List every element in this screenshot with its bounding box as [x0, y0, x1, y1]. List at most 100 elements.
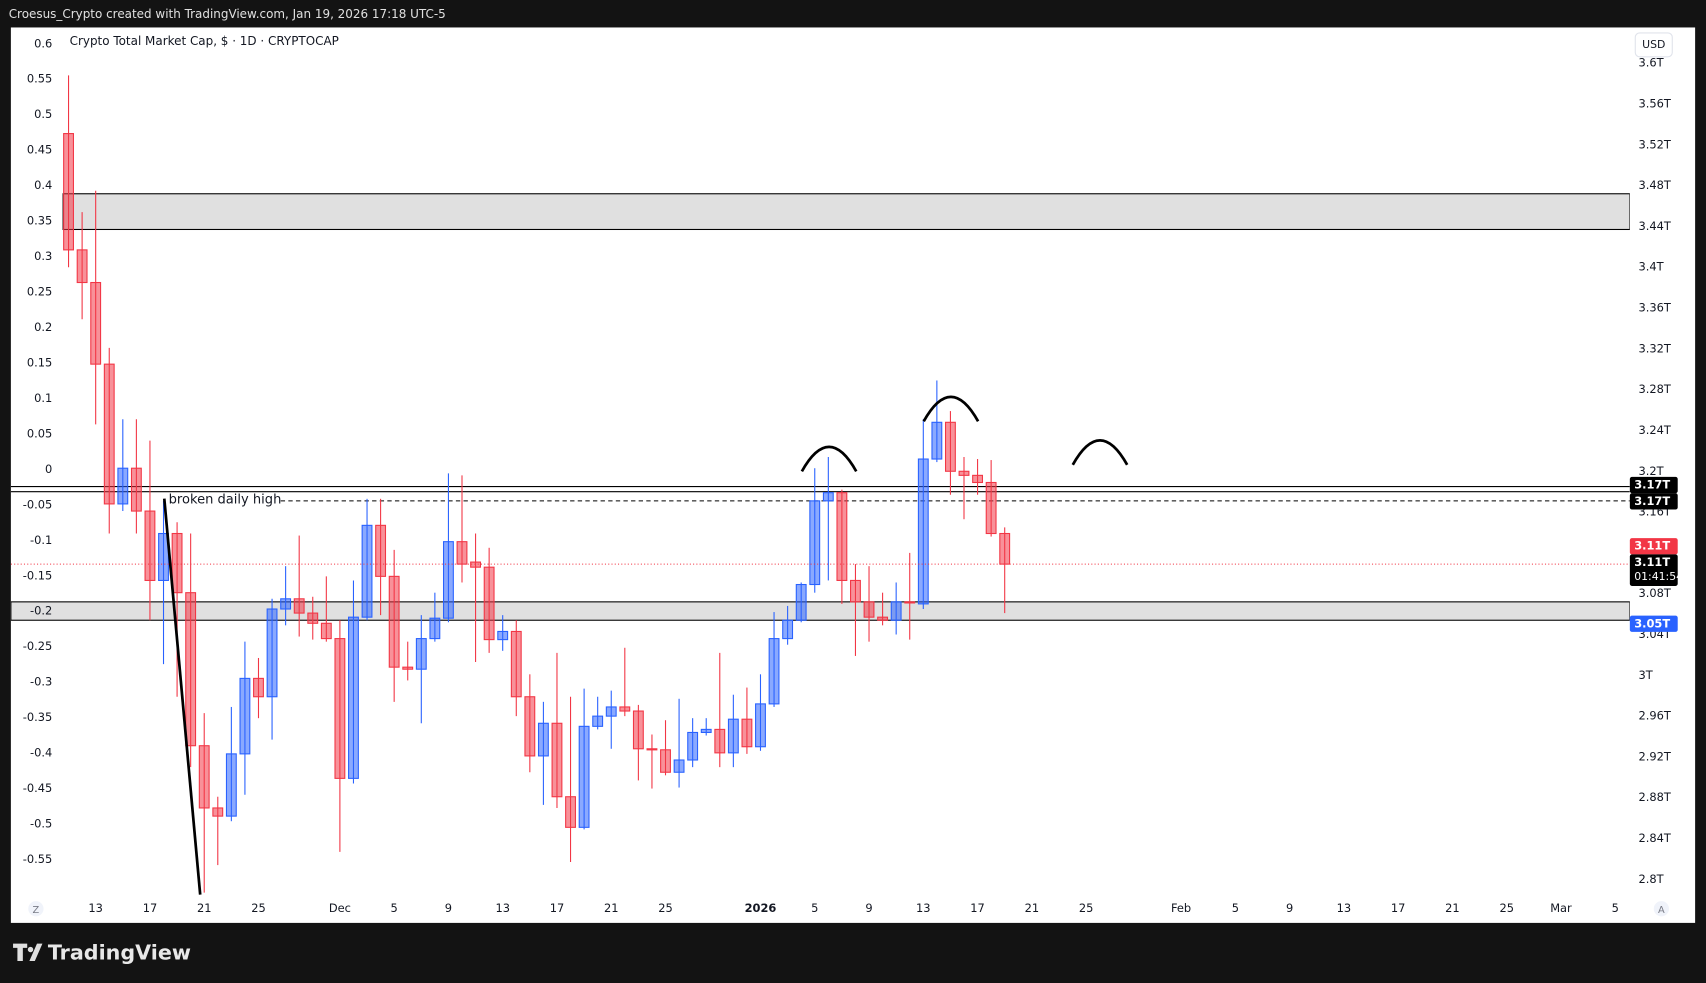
x-tick-label: 17 [550, 901, 565, 915]
candle-body [293, 598, 305, 614]
candle-body [117, 467, 129, 505]
axis-button[interactable] [1653, 901, 1670, 917]
price-label-box [1629, 538, 1678, 555]
price-label: 3.05T [1634, 616, 1670, 630]
y2-tick-label: 0.45 [27, 143, 52, 157]
axis-button-label[interactable]: A [1658, 905, 1665, 916]
candle-body [497, 630, 509, 641]
y-tick-label: 2.96T [1639, 709, 1671, 723]
candle-body [822, 492, 834, 502]
y-tick-label: 3.44T [1639, 219, 1671, 233]
y2-tick-label: 0 [45, 462, 52, 476]
candle-body [456, 541, 468, 565]
x-tick-label: 9 [865, 901, 872, 915]
candle-body [361, 524, 373, 618]
currency-box[interactable] [1634, 32, 1673, 58]
x-tick-label: 5 [391, 901, 398, 915]
candle-body [63, 133, 74, 251]
y-tick-label: 2.88T [1639, 790, 1671, 804]
candle-body [415, 638, 427, 670]
candle-body [334, 638, 346, 779]
y-tick-label: 3.6T [1639, 56, 1664, 70]
y2-tick-label: 0.3 [34, 249, 52, 263]
x-tick-label: 21 [1025, 901, 1040, 915]
currency[interactable]: USD [1642, 38, 1665, 51]
x-tick-label: 13 [1337, 901, 1352, 915]
candle-body [470, 561, 482, 568]
candle-body [755, 703, 766, 748]
x-tick-label: 9 [1286, 901, 1293, 915]
candle-body [90, 281, 102, 365]
candle-body [551, 722, 563, 798]
candle-body [809, 500, 821, 586]
price-label: 3.17T [1634, 478, 1670, 492]
candle-body [958, 470, 970, 476]
arc-drawing [800, 445, 858, 473]
price-label: 3.11T [1634, 555, 1670, 569]
candle-body [714, 728, 726, 754]
candle-body [578, 725, 590, 828]
x-tick-label: Dec [329, 901, 351, 915]
y2-tick-label: -0.1 [30, 533, 52, 547]
y-tick-label: 3.28T [1639, 382, 1671, 396]
candle-body [660, 749, 671, 773]
y2-tick-label: -0.05 [23, 497, 53, 511]
candle-body [673, 759, 685, 773]
price-label-box [1629, 615, 1678, 632]
x-tick-label: 21 [1445, 901, 1460, 915]
y2-tick-label: 0.35 [27, 214, 52, 228]
candle-body [850, 579, 861, 603]
y2-tick-label: -0.35 [23, 710, 53, 724]
level-label: broken daily high [169, 492, 282, 507]
candle-body [727, 718, 739, 754]
candle-body [76, 249, 88, 284]
y-tick-label: 3.08T [1639, 586, 1671, 600]
header-text: Croesus_Crypto created with TradingView.… [9, 7, 446, 21]
chart-area [10, 27, 1696, 923]
y2-tick-label: -0.55 [23, 852, 53, 866]
candle-body [700, 728, 712, 733]
candle-body [483, 566, 495, 641]
candle-body [605, 706, 617, 717]
x-tick-label: 2026 [745, 901, 777, 915]
candle-body [985, 481, 997, 535]
candle-body [239, 677, 251, 755]
y-tick-label: 2.8T [1639, 872, 1664, 886]
candle-body [917, 458, 929, 605]
axis-button[interactable] [28, 901, 44, 917]
plot: broken daily high [10, 75, 1630, 893]
y-tick-label: 3.32T [1639, 341, 1671, 355]
x-tick-label: Mar [1550, 901, 1572, 915]
candle-body [442, 541, 454, 619]
candle-body [863, 601, 875, 618]
y2-tick-label: 0.2 [34, 320, 52, 334]
axis-button-label[interactable]: Z [33, 905, 40, 916]
price-countdown: 01:41:54 [1634, 570, 1683, 583]
x-tick-label: 9 [445, 901, 452, 915]
x-tick-label: 25 [1079, 901, 1094, 915]
candle-body [890, 601, 902, 621]
candle-body [375, 524, 387, 577]
price-label-box [1629, 554, 1678, 586]
y2-tick-label: -0.25 [23, 639, 53, 653]
y2-tick-label: 0.4 [34, 178, 52, 192]
candle-body [741, 718, 753, 748]
candle-body [999, 532, 1011, 565]
y2-tick-label: 0.5 [34, 107, 52, 121]
arc-drawing [1071, 439, 1129, 466]
y2-tick-label: -0.45 [23, 781, 53, 795]
candle-body [782, 619, 794, 640]
x-tick-label: 25 [658, 901, 673, 915]
candle-body [103, 363, 115, 505]
x-tick-label: 5 [1232, 901, 1239, 915]
trend-line [162, 498, 202, 895]
y-tick-label: 3.2T [1639, 464, 1664, 478]
candle-body [646, 748, 658, 751]
y2-tick-label: -0.15 [23, 568, 53, 582]
price-label: 3.11T [1634, 539, 1670, 553]
zone [62, 193, 1630, 231]
candle-body [768, 638, 780, 705]
candle-body [429, 617, 441, 640]
candle-body [225, 753, 237, 817]
